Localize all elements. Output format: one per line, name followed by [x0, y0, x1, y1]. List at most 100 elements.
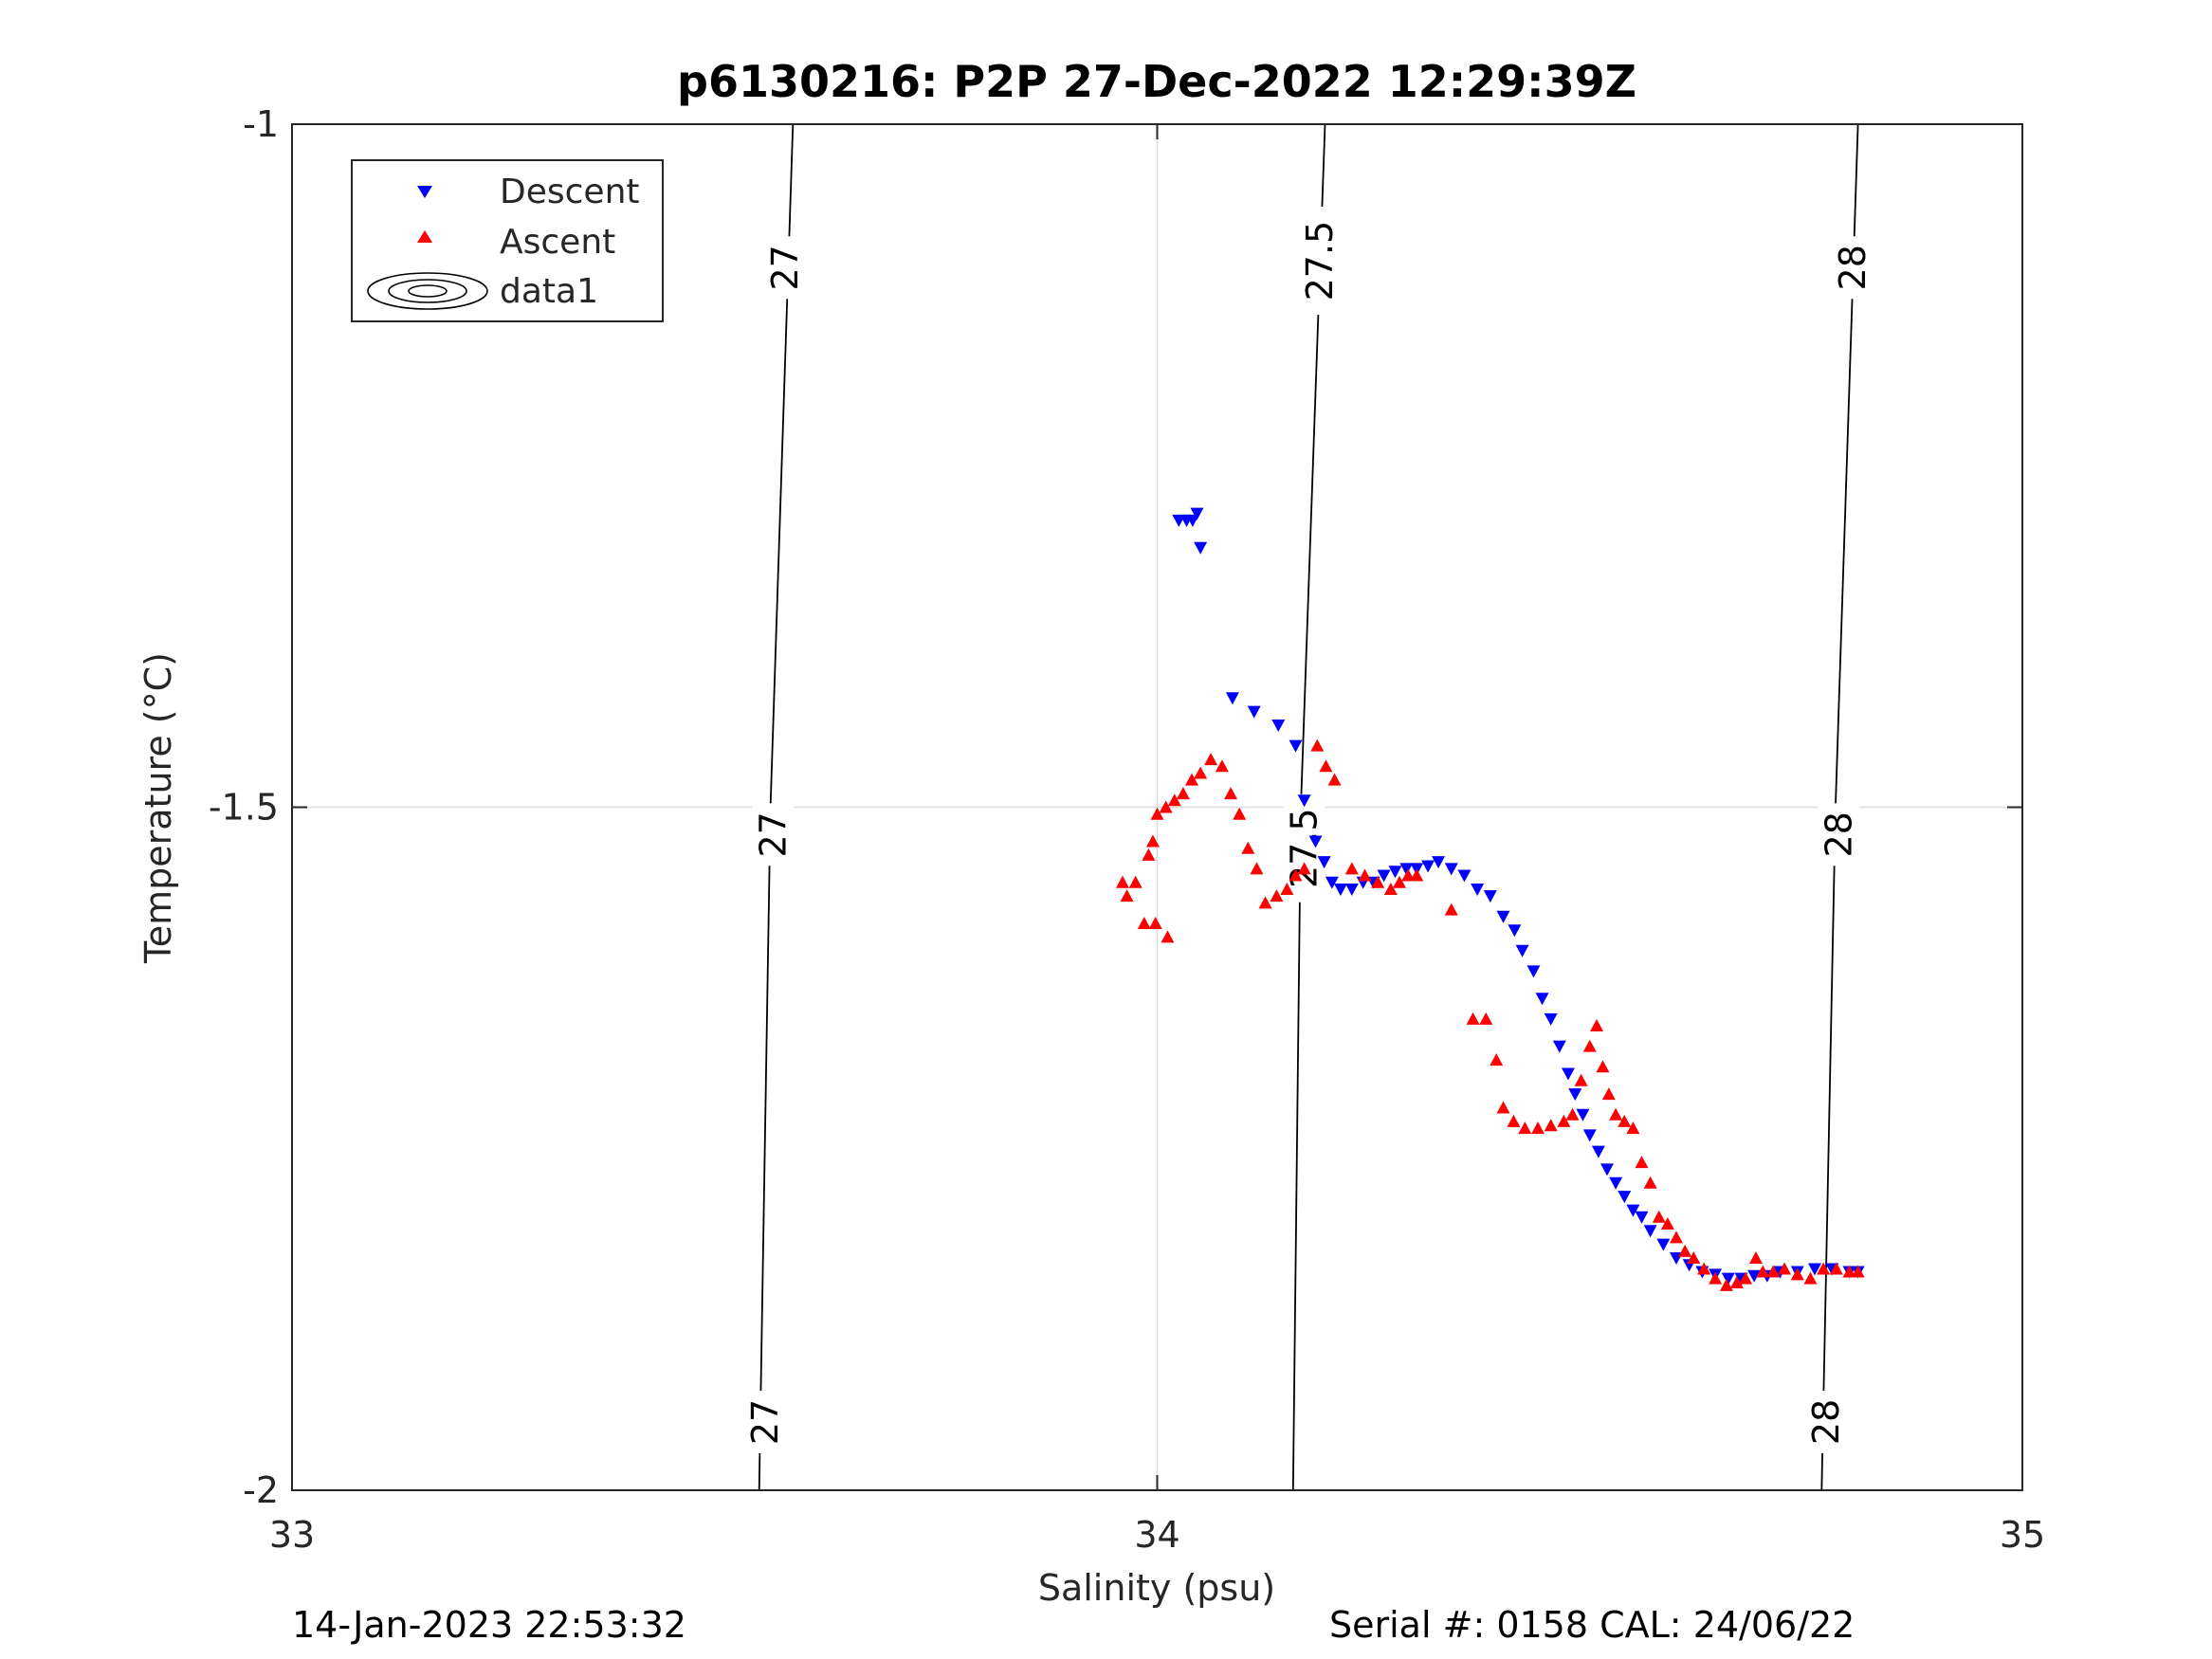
ascent-point [1128, 875, 1143, 888]
contour-label: 28 [1819, 811, 1860, 857]
ascent-point [1635, 1156, 1649, 1169]
y-tick-label: -1.5 [209, 787, 279, 829]
descent-point [1457, 869, 1472, 883]
ascent-point [1383, 882, 1398, 895]
ascent-point [1790, 1267, 1804, 1281]
descent-point [1421, 860, 1435, 873]
contour-label-gap [1283, 793, 1325, 902]
descent-point [1535, 993, 1549, 1006]
ascent-point [1709, 1271, 1723, 1285]
ascent-point [1297, 862, 1311, 875]
legend-data1-label: data1 [500, 272, 598, 311]
legend-descent-marker [417, 186, 432, 198]
legend-ascent-label: Ascent [500, 223, 615, 262]
ascent-point [1204, 753, 1218, 766]
ascent-point [1643, 1176, 1657, 1189]
chart-title: p6130216: P2P 27-Dec-2022 12:29:39Z [677, 56, 1636, 107]
ascent-point [1466, 1012, 1480, 1025]
descent-point [1561, 1067, 1575, 1081]
ascent-point [1280, 882, 1294, 895]
ascent-point [1652, 1210, 1666, 1223]
ascent-point [1590, 1019, 1604, 1032]
ascent-point [1479, 1012, 1493, 1025]
contour-label-gap [1299, 207, 1342, 316]
descent-point [1388, 866, 1402, 879]
ascent-point [1697, 1262, 1711, 1275]
ascent-point [1410, 868, 1424, 882]
descent-point [1190, 507, 1204, 520]
ascent-point [1678, 1244, 1692, 1257]
descent-point [1626, 1204, 1640, 1217]
descent-point [1483, 890, 1497, 903]
ascent-point [1531, 1121, 1545, 1135]
ascent-point [1145, 834, 1160, 848]
ascent-point [1159, 800, 1173, 813]
ascent-point [1660, 1217, 1674, 1231]
descent-point [1591, 1145, 1605, 1158]
ascent-point [1803, 1271, 1818, 1285]
y-axis-label: Temperature (°C) [137, 652, 179, 964]
axis-ticks: 33 34 35 -1 -1.5 -2 [209, 103, 2045, 1556]
legend-descent-label: Descent [500, 173, 640, 211]
legend-box [351, 159, 664, 322]
descent-point [1471, 883, 1485, 896]
descent-point [1508, 924, 1522, 938]
descent-point [1444, 863, 1458, 876]
ascent-point [1150, 807, 1164, 820]
ascent-point [1393, 875, 1406, 888]
legend-contour-icon [367, 272, 488, 310]
descent-point [1656, 1238, 1671, 1251]
descent-point [1496, 910, 1510, 923]
ascent-point [1224, 787, 1238, 800]
descent-point [1808, 1263, 1821, 1276]
descent-point [1600, 1163, 1614, 1176]
contour-label-gap [1804, 1390, 1847, 1453]
ascent-point [1851, 1265, 1865, 1278]
descent-point [1526, 965, 1541, 978]
ascent-point [1518, 1121, 1532, 1135]
descent-point [1552, 1040, 1566, 1053]
legend: Descent Ascent data1 [351, 159, 664, 322]
ascent-point [1116, 875, 1129, 888]
ascent-point [1739, 1271, 1752, 1285]
ascent-point [1565, 1107, 1580, 1121]
ascent-point [1289, 868, 1303, 882]
ascent-point [1358, 868, 1372, 882]
x-axis-label: Salinity (psu) [1038, 1567, 1275, 1609]
ascent-point [1215, 759, 1229, 773]
descent-point [1618, 1191, 1632, 1204]
contour-label: 28 [1832, 245, 1874, 290]
ascent-point [1574, 1073, 1588, 1086]
y-tick-label: -2 [243, 1469, 279, 1511]
descent-point [1582, 1129, 1597, 1142]
ascent-point [1729, 1275, 1744, 1288]
series-ascent [1116, 738, 1865, 1291]
contour-label-gap [1818, 803, 1860, 866]
descent-point [1399, 863, 1414, 876]
contour-label: 27 [744, 1399, 786, 1445]
ascent-point [1557, 1114, 1571, 1127]
descent-point [1344, 883, 1359, 896]
descent-point [1247, 705, 1261, 719]
density-contours: 27 27 27 27.5 27.5 28 28 28 [744, 123, 1874, 1491]
footer-serial-cal: Serial #: 0158 CAL: 24/06/22 [1329, 1604, 1856, 1646]
ascent-point [1241, 841, 1255, 854]
ascent-point [1670, 1231, 1683, 1244]
ascent-point [1719, 1278, 1733, 1291]
ascent-point [1817, 1262, 1831, 1275]
ascent-point [1148, 916, 1162, 929]
descent-point [1325, 876, 1339, 889]
ascent-point [1319, 759, 1333, 773]
ascent-point [1371, 875, 1385, 888]
ascent-point [1626, 1121, 1640, 1135]
descent-point [1609, 1176, 1623, 1190]
legend-ascent-marker [417, 230, 432, 243]
ascent-point [1618, 1114, 1632, 1127]
ascent-point [1756, 1265, 1770, 1278]
contour-label-gap [744, 1390, 787, 1453]
ascent-point [1167, 793, 1181, 807]
descent-point [1432, 856, 1446, 869]
ascent-point [1176, 787, 1190, 800]
ascent-point [1601, 1087, 1616, 1101]
